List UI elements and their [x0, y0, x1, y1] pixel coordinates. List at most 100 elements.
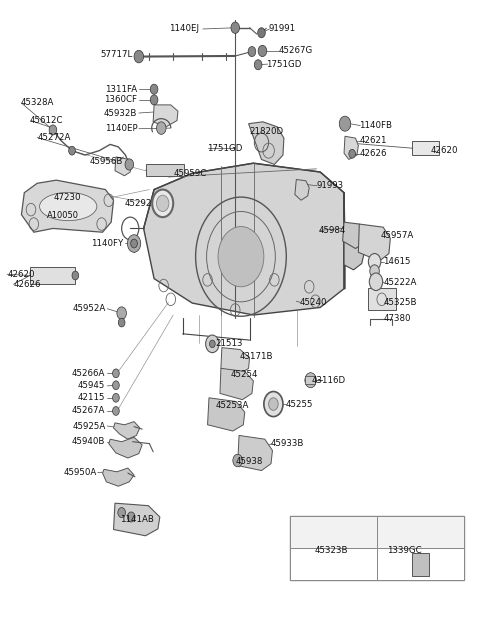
Circle shape	[369, 273, 383, 290]
Circle shape	[329, 558, 338, 571]
Bar	[368, 288, 396, 310]
Circle shape	[113, 393, 119, 402]
Circle shape	[150, 84, 158, 94]
Text: 45952A: 45952A	[72, 304, 106, 313]
Circle shape	[264, 391, 283, 416]
Text: 45254: 45254	[230, 370, 258, 379]
Text: 1751GD: 1751GD	[206, 144, 242, 152]
Text: 42626: 42626	[13, 280, 41, 289]
Polygon shape	[115, 157, 131, 176]
Circle shape	[150, 95, 158, 105]
Text: 1140EP: 1140EP	[105, 124, 137, 133]
Polygon shape	[220, 369, 253, 399]
Text: 45253A: 45253A	[215, 401, 249, 410]
Polygon shape	[109, 437, 142, 458]
Circle shape	[258, 45, 267, 57]
Text: 1751GD: 1751GD	[266, 60, 301, 69]
Text: 45959C: 45959C	[173, 169, 206, 178]
Circle shape	[248, 47, 256, 57]
Text: 45956B: 45956B	[90, 157, 123, 166]
Text: 42621: 42621	[360, 136, 387, 145]
Text: 45925A: 45925A	[72, 421, 106, 430]
Circle shape	[127, 235, 141, 252]
Text: 45266A: 45266A	[72, 369, 106, 378]
Text: 1140FY: 1140FY	[91, 239, 123, 248]
Circle shape	[416, 558, 426, 571]
Circle shape	[113, 381, 119, 389]
Text: 1141AB: 1141AB	[120, 515, 155, 524]
Circle shape	[118, 508, 125, 518]
Polygon shape	[221, 348, 250, 375]
Bar	[412, 141, 440, 155]
Ellipse shape	[39, 192, 97, 220]
Text: 45932B: 45932B	[104, 108, 137, 118]
Text: 45272A: 45272A	[37, 133, 71, 142]
Text: 45323B: 45323B	[314, 546, 348, 555]
Circle shape	[69, 146, 75, 155]
Text: 45292: 45292	[124, 199, 152, 208]
Bar	[377, 548, 464, 580]
Text: 45328A: 45328A	[21, 98, 54, 108]
Circle shape	[131, 239, 137, 248]
Circle shape	[127, 512, 135, 522]
Circle shape	[205, 335, 219, 353]
Text: A10050: A10050	[48, 212, 79, 220]
Text: 1339GC: 1339GC	[387, 546, 422, 555]
Polygon shape	[144, 163, 344, 315]
Text: 1311FA: 1311FA	[105, 84, 137, 94]
Text: 45950A: 45950A	[63, 468, 97, 477]
Circle shape	[218, 227, 264, 287]
Text: 43171B: 43171B	[240, 352, 274, 361]
Bar	[145, 164, 184, 176]
Circle shape	[113, 406, 119, 415]
Polygon shape	[295, 180, 309, 200]
Text: 45938: 45938	[235, 457, 263, 466]
Polygon shape	[249, 122, 284, 164]
Bar	[290, 517, 464, 580]
Circle shape	[305, 373, 316, 387]
Text: 47380: 47380	[383, 314, 411, 323]
Text: 14615: 14615	[383, 257, 411, 266]
Text: 45933B: 45933B	[271, 439, 304, 448]
Text: 91993: 91993	[316, 181, 344, 190]
Bar	[377, 517, 464, 548]
Text: 91991: 91991	[269, 25, 296, 33]
Circle shape	[370, 265, 379, 277]
Text: 45984: 45984	[319, 226, 346, 235]
Text: 45267A: 45267A	[72, 406, 106, 415]
Circle shape	[269, 398, 278, 410]
Circle shape	[231, 22, 240, 33]
Circle shape	[134, 50, 144, 63]
Polygon shape	[344, 235, 364, 270]
Circle shape	[72, 271, 79, 280]
Text: 1360CF: 1360CF	[104, 95, 137, 105]
Text: 21513: 21513	[215, 340, 243, 348]
Polygon shape	[207, 398, 245, 431]
Polygon shape	[22, 180, 114, 232]
Text: 45267G: 45267G	[278, 47, 312, 55]
Polygon shape	[359, 224, 390, 261]
Circle shape	[368, 253, 381, 270]
Text: 43116D: 43116D	[312, 376, 346, 386]
Text: 57717L: 57717L	[100, 50, 132, 59]
Circle shape	[349, 149, 356, 158]
Circle shape	[152, 190, 173, 217]
Circle shape	[339, 116, 351, 131]
Text: 1140FB: 1140FB	[360, 121, 392, 130]
Polygon shape	[114, 421, 140, 439]
Circle shape	[118, 318, 125, 327]
Text: 47230: 47230	[54, 193, 82, 202]
Polygon shape	[103, 468, 134, 486]
Circle shape	[156, 195, 169, 212]
Text: 45222A: 45222A	[383, 278, 417, 287]
FancyBboxPatch shape	[412, 553, 429, 576]
Bar	[305, 377, 315, 384]
Text: 42620: 42620	[431, 146, 458, 154]
Polygon shape	[238, 435, 273, 471]
Bar	[290, 517, 377, 548]
Bar	[30, 267, 75, 284]
Text: 1140EJ: 1140EJ	[169, 25, 199, 33]
Polygon shape	[153, 105, 178, 127]
Polygon shape	[344, 193, 345, 289]
Polygon shape	[343, 222, 365, 248]
